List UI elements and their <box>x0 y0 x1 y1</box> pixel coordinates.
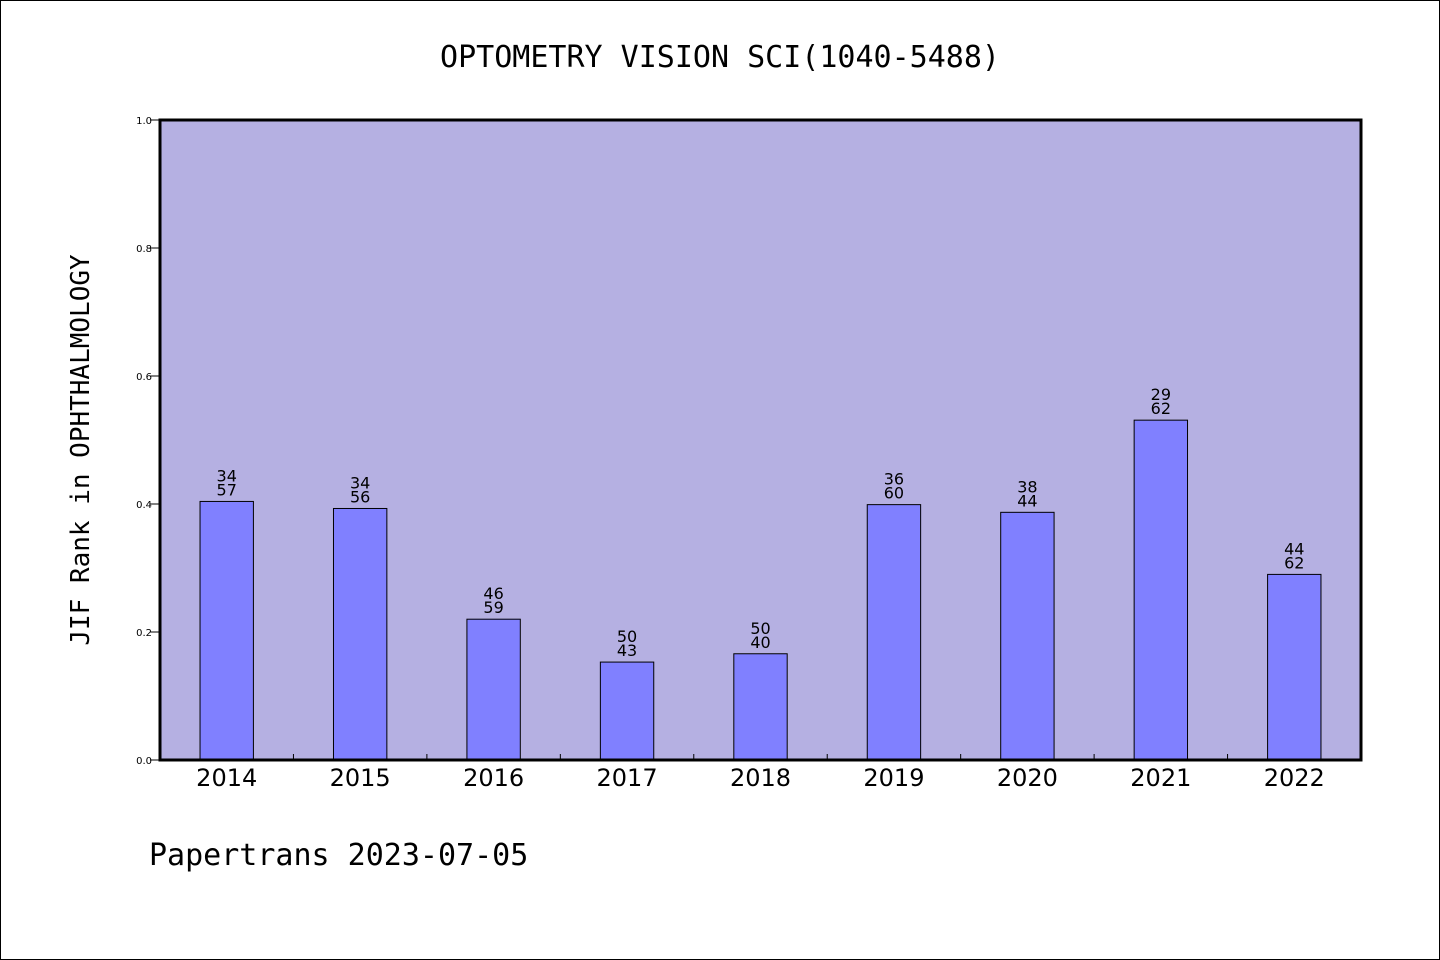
x-tick-label-2018: 2018 <box>730 764 791 792</box>
y-tick-label-0.0: 0.0 <box>136 756 152 767</box>
x-tick-label-2016: 2016 <box>463 764 524 792</box>
bar-label-2018-top: 50 <box>750 619 770 638</box>
bar-label-2018-bottom: 40 <box>750 633 770 652</box>
bar-label-2017-bottom: 43 <box>617 641 637 660</box>
x-tick-label-2017: 2017 <box>597 764 658 792</box>
bar-label-2019-top: 36 <box>884 470 904 489</box>
bar-label-2017-top: 50 <box>617 627 637 646</box>
footer-credit: Papertrans 2023-07-05 <box>149 838 528 873</box>
y-tick-label-1.0: 1.0 <box>136 116 152 127</box>
bar-label-2022-bottom: 62 <box>1284 553 1304 572</box>
bar-2020 <box>1000 511 1055 761</box>
bar-label-2021-bottom: 62 <box>1151 399 1171 418</box>
x-tick-label-2022: 2022 <box>1264 764 1325 792</box>
y-axis: 0.0 0.2 0.4 0.6 0.8 1.0 <box>136 116 160 767</box>
y-axis-label: JIF Rank in OPHTHALMOLOGY <box>66 254 96 646</box>
bar-2018 <box>733 653 788 761</box>
bar-2021 <box>1133 419 1189 761</box>
bar-label-2019-bottom: 60 <box>884 484 904 503</box>
y-tick-label-0.6: 0.6 <box>136 372 152 383</box>
bar-label-2016-top: 46 <box>483 584 503 603</box>
bar-label-2021-top: 29 <box>1151 385 1171 404</box>
bar-label-2015-bottom: 56 <box>350 487 370 506</box>
x-tick-label-2019: 2019 <box>863 764 924 792</box>
bar-2022 <box>1267 573 1322 761</box>
x-tick-label-2021: 2021 <box>1130 764 1191 792</box>
x-tick-label-2014: 2014 <box>196 764 257 792</box>
bar-label-2020-bottom: 44 <box>1017 491 1037 510</box>
bar-2017 <box>599 661 655 761</box>
y-tick-label-0.8: 0.8 <box>136 244 152 255</box>
plot-frame <box>158 118 1363 762</box>
x-tick-label-2020: 2020 <box>997 764 1058 792</box>
x-tick-label-2015: 2015 <box>330 764 391 792</box>
bar-label-2022-top: 44 <box>1284 539 1304 558</box>
y-tick-label-0.4: 0.4 <box>136 500 152 511</box>
bar-2015 <box>332 507 388 761</box>
x-axis: 2014 2015 2016 2017 2018 2019 2020 2021 2022 <box>196 754 1325 792</box>
chart-title: OPTOMETRY VISION SCI(1040-5488) <box>440 40 1000 75</box>
bar-label-2014-top: 34 <box>217 466 237 485</box>
bar-label-2014-bottom: 57 <box>217 480 237 499</box>
bar-2019 <box>866 504 922 761</box>
bar-2014 <box>199 500 254 761</box>
bar-label-2016-bottom: 59 <box>483 598 503 617</box>
bar-2016 <box>466 618 521 761</box>
bars-layer <box>199 419 1322 761</box>
bar-label-2015-top: 34 <box>350 473 370 492</box>
y-tick-label-0.2: 0.2 <box>136 628 152 639</box>
bar-label-2020-top: 38 <box>1017 477 1037 496</box>
